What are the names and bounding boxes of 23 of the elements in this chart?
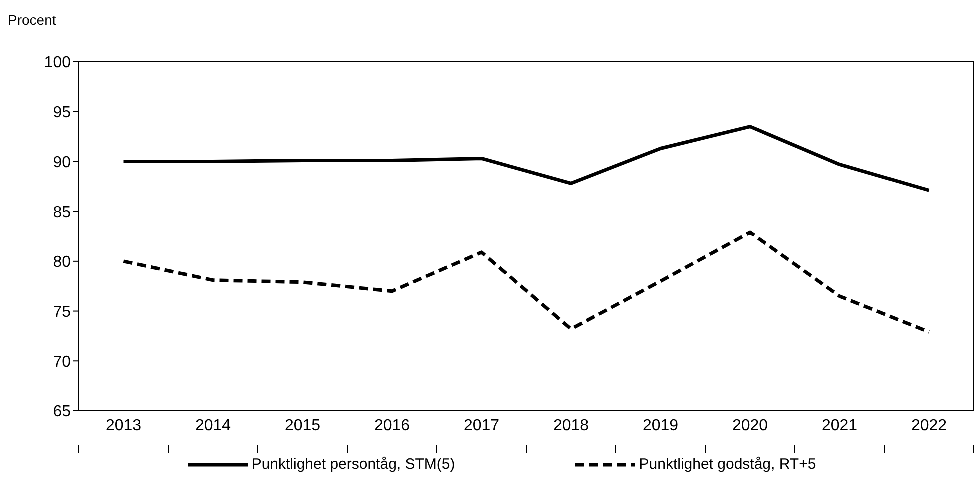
y-tick-label: 100 <box>44 54 72 72</box>
y-tick-label: 95 <box>53 104 72 122</box>
x-tick-label: 2014 <box>195 417 232 434</box>
x-tick-label: 2021 <box>822 417 858 434</box>
y-axis-title: Procent <box>8 12 56 28</box>
x-tick-label: 2019 <box>642 417 679 434</box>
y-tick-label: 65 <box>53 404 72 421</box>
y-tick-label: 80 <box>53 254 72 272</box>
x-tick-label: 2013 <box>106 417 142 434</box>
x-tick-label: 2022 <box>911 417 948 434</box>
x-tick-label: 2020 <box>732 417 768 434</box>
legend-label: Punktlighet persontåg, STM(5) <box>252 456 456 473</box>
legend-label: Punktlighet godståg, RT+5 <box>639 456 816 473</box>
line-series <box>122 125 931 192</box>
y-tick-label: 85 <box>53 204 72 222</box>
x-tick-label: 2016 <box>374 417 410 434</box>
y-tick-label: 75 <box>53 304 72 321</box>
y-tick-label: 70 <box>53 354 72 371</box>
x-tick-label: 2018 <box>553 417 590 434</box>
x-tick-label: 2015 <box>284 417 321 434</box>
x-tick-label: 2017 <box>464 417 500 434</box>
line-series <box>122 230 931 334</box>
y-tick-label: 90 <box>53 154 72 172</box>
